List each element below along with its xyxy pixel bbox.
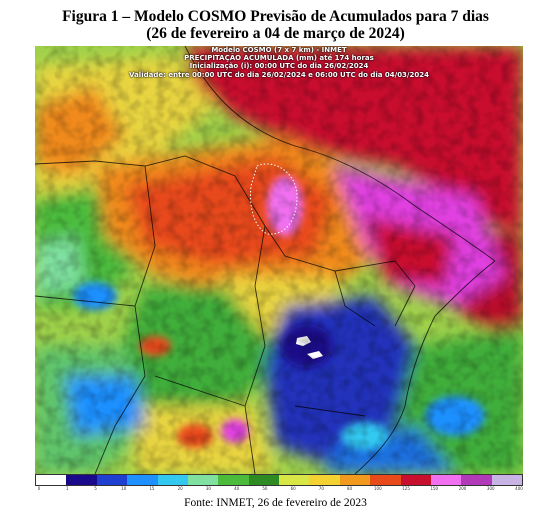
scale-swatch xyxy=(127,475,158,485)
scale-swatch xyxy=(400,475,431,485)
scale-tick-label: 200 xyxy=(458,486,467,491)
scale-swatch xyxy=(187,475,219,485)
precipitation-color-scale xyxy=(35,474,523,486)
scale-tick-label: 100 xyxy=(373,486,382,491)
map-header-line4: Validade: entre 00:00 UTC do dia 26/02/2… xyxy=(129,70,429,79)
scale-tick-label: 20 xyxy=(177,486,183,491)
scale-swatch xyxy=(66,475,97,485)
figure-title: Figura 1 – Modelo COSMO Previsão de Acum… xyxy=(0,8,551,42)
scale-tick-label: 40 xyxy=(234,486,240,491)
scale-swatch xyxy=(370,475,401,485)
scale-tick-label: 1 xyxy=(65,486,69,491)
scale-swatch xyxy=(279,475,310,485)
scale-tick-label: 15 xyxy=(149,486,155,491)
scale-swatch xyxy=(491,475,522,485)
scale-swatch xyxy=(36,475,67,485)
scale-tick-label: 50 xyxy=(262,486,268,491)
map-graphic xyxy=(35,46,523,474)
scale-tick-label: 0 xyxy=(37,486,41,491)
scale-swatch xyxy=(218,475,249,485)
map-header: Modelo COSMO (7 x 7 km) - INMET PRECIPIT… xyxy=(35,46,523,79)
figure-title-line2: (26 de fevereiro a 04 de março de 2024) xyxy=(146,25,405,42)
scale-swatch xyxy=(96,475,128,485)
scale-tick-label: 60 xyxy=(290,486,296,491)
map-header-line2: PRECIPITAÇÃO ACUMULADA (mm) até 174 hora… xyxy=(184,54,374,63)
precipitation-map: Modelo COSMO (7 x 7 km) - INMET PRECIPIT… xyxy=(35,46,523,474)
scale-tick-label: 10 xyxy=(121,486,127,491)
scale-tick-label: 300 xyxy=(486,486,495,491)
scale-tick-label: 80 xyxy=(347,486,353,491)
scale-swatch xyxy=(339,475,371,485)
scale-tick-label: 150 xyxy=(430,486,439,491)
scale-swatch xyxy=(248,475,279,485)
figure-title-line1: Figura 1 – Modelo COSMO Previsão de Acum… xyxy=(62,8,489,25)
map-header-line1: Modelo COSMO (7 x 7 km) - INMET xyxy=(211,46,347,54)
scale-swatch xyxy=(309,475,340,485)
scale-tick-label: 30 xyxy=(205,486,211,491)
scale-tick-label: 5 xyxy=(94,486,97,491)
scale-swatch xyxy=(430,475,462,485)
scale-tick-label: 70 xyxy=(318,486,324,491)
map-header-line3: Inicialização (i): 00:00 UTC do dia 26/0… xyxy=(189,62,369,71)
scale-tick-label: 125 xyxy=(402,486,410,491)
scale-swatch xyxy=(461,475,492,485)
scale-tick-label: 400 xyxy=(515,486,523,491)
figure-source: Fonte: INMET, 26 de fevereiro de 2023 xyxy=(184,497,367,509)
scale-swatch xyxy=(157,475,188,485)
